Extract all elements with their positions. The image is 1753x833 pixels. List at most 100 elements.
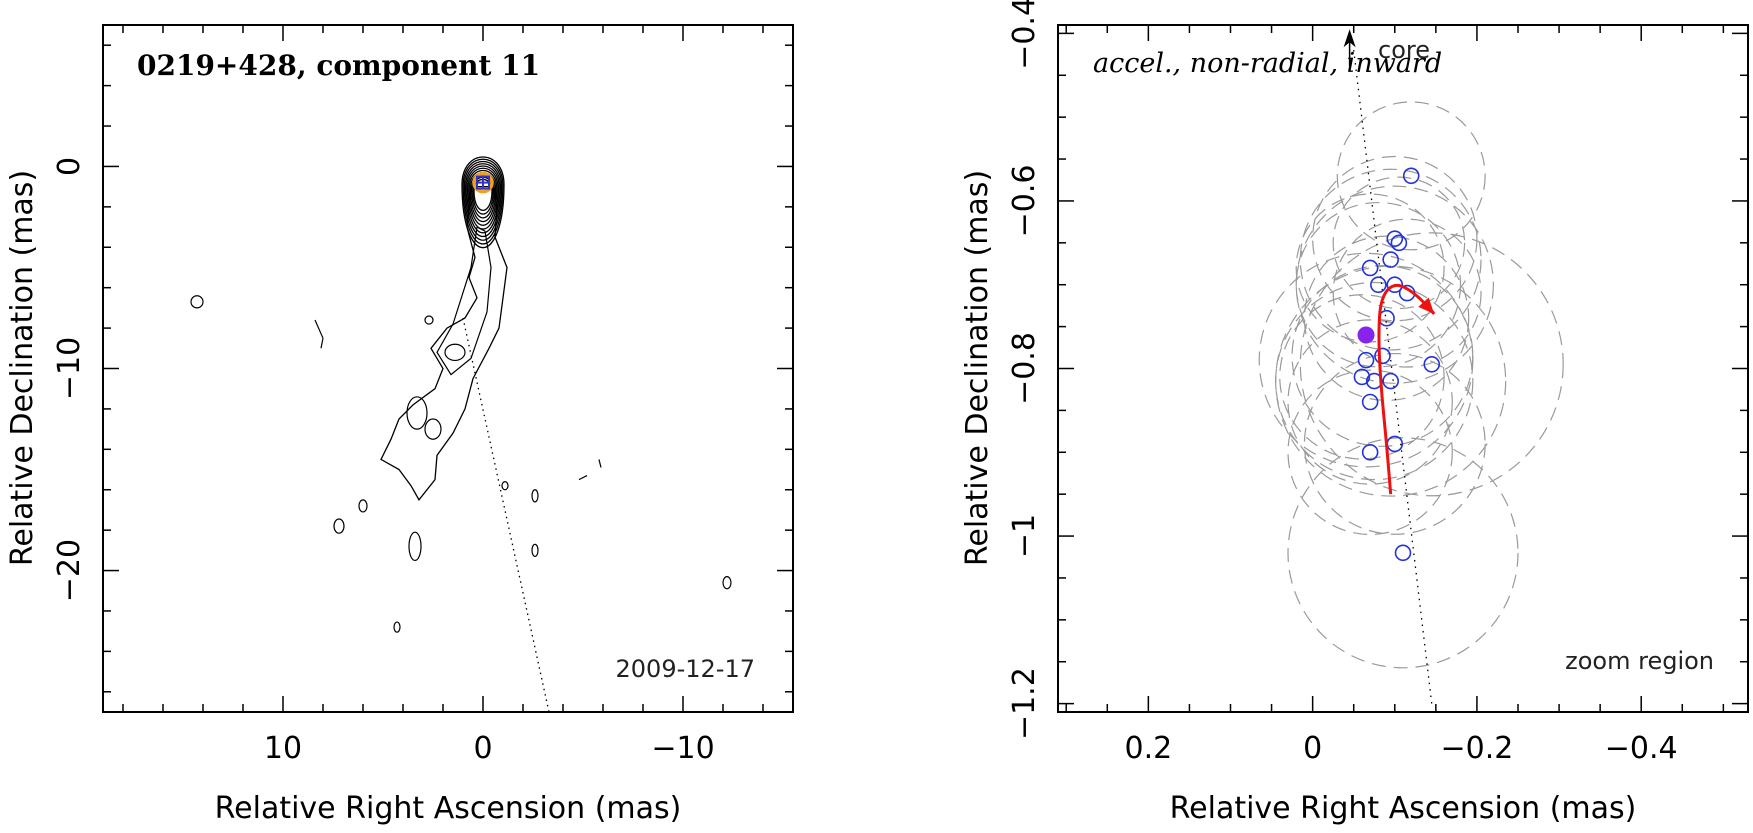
left-plot-frame bbox=[102, 24, 794, 713]
contour-island bbox=[190, 295, 204, 309]
error-circle bbox=[1287, 437, 1519, 669]
right-plot-title: accel., non-radial, inward bbox=[1093, 48, 1442, 79]
contour-island bbox=[408, 531, 422, 562]
error-circle bbox=[1295, 185, 1494, 384]
component-position-point bbox=[1390, 234, 1408, 252]
component-position-point bbox=[1361, 443, 1379, 461]
contour-arc bbox=[598, 459, 602, 468]
core-contour bbox=[462, 158, 504, 245]
contour-island bbox=[333, 518, 345, 534]
contour-island bbox=[406, 396, 428, 430]
y-tick-label: −0.6 bbox=[1007, 165, 1042, 238]
y-tick-label: −1 bbox=[1007, 514, 1042, 558]
right-y-axis-label: Relative Declination (mas) bbox=[960, 170, 995, 566]
core-contour bbox=[466, 165, 500, 234]
contour-arc bbox=[578, 475, 588, 481]
contour-map-panel: 10 0 −10 0 −10 −20 0219+428, component 11 200… bbox=[5, 24, 794, 826]
left-plot-title: 0219+428, component 11 bbox=[137, 49, 540, 82]
x-tick-label: 0.2 bbox=[1124, 731, 1172, 766]
x-tick-label: 0 bbox=[473, 731, 492, 766]
error-circle bbox=[1275, 265, 1507, 497]
error-circle bbox=[1303, 235, 1470, 401]
y-tick-label: −1.2 bbox=[1007, 667, 1042, 740]
right-x-axis-label: Relative Right Ascension (mas) bbox=[1170, 791, 1637, 826]
contour-island bbox=[531, 489, 539, 503]
right-plot-frame bbox=[1057, 24, 1749, 713]
jet-axis-line bbox=[462, 317, 550, 713]
fitted-track-line bbox=[1377, 283, 1436, 495]
contour-island bbox=[424, 418, 442, 440]
core-contour bbox=[473, 178, 493, 211]
component-position-point bbox=[1353, 368, 1371, 386]
error-circle bbox=[1275, 281, 1474, 481]
y-tick-label: −0.8 bbox=[1007, 332, 1042, 405]
error-circle bbox=[1336, 101, 1486, 251]
jet-axis-dotted bbox=[462, 317, 550, 713]
component-position-point bbox=[1361, 393, 1379, 411]
contour-island bbox=[501, 481, 509, 491]
y-tick-label: −10 bbox=[52, 337, 87, 400]
component-position-point bbox=[1382, 251, 1399, 268]
fitted-track bbox=[1377, 283, 1436, 495]
error-circle bbox=[1287, 369, 1453, 536]
component-position-point bbox=[1374, 347, 1391, 365]
epoch-date-label: 2009-12-17 bbox=[616, 655, 755, 683]
component-position-point bbox=[1423, 356, 1441, 373]
y-tick-label: −20 bbox=[52, 539, 87, 602]
component-position-point bbox=[1370, 276, 1387, 294]
jet-axis-line-zoom bbox=[1343, 29, 1433, 704]
x-tick-label: 0 bbox=[1303, 731, 1322, 766]
error-circle bbox=[1287, 319, 1453, 485]
x-tick-label: −10 bbox=[651, 731, 714, 766]
error-circle bbox=[1312, 155, 1478, 322]
core-label: core bbox=[1378, 36, 1430, 64]
x-tick-label: −0.2 bbox=[1440, 731, 1513, 766]
error-circle bbox=[1299, 232, 1564, 497]
contour-island bbox=[393, 621, 401, 633]
component-position-point bbox=[1361, 259, 1379, 277]
component-position-point bbox=[1357, 351, 1375, 369]
left-x-axis-label: Relative Right Ascension (mas) bbox=[215, 791, 682, 826]
error-circle bbox=[1279, 294, 1445, 460]
y-tick-label: 0 bbox=[52, 157, 87, 176]
contour-island bbox=[424, 315, 434, 325]
error-circle bbox=[1332, 176, 1466, 310]
core-direction-arrowhead bbox=[1343, 29, 1356, 48]
error-circles bbox=[1258, 101, 1564, 669]
error-circle bbox=[1299, 168, 1482, 351]
contour-island bbox=[444, 343, 466, 362]
contour-island bbox=[531, 543, 539, 558]
core-contour bbox=[468, 170, 498, 226]
core-contour bbox=[463, 161, 503, 241]
x-tick-label: −0.4 bbox=[1605, 731, 1678, 766]
component-position-point bbox=[1394, 544, 1412, 562]
x-tick-label: 10 bbox=[264, 731, 302, 766]
zoom-region-label: zoom region bbox=[1565, 647, 1714, 675]
contour-island bbox=[722, 576, 732, 590]
error-circle bbox=[1332, 218, 1482, 368]
component-position-point bbox=[1386, 276, 1404, 294]
jet-outer-contour bbox=[380, 185, 508, 501]
core-contour bbox=[467, 167, 499, 230]
core-contour bbox=[464, 163, 502, 237]
error-circle bbox=[1295, 201, 1462, 368]
radio-contours bbox=[190, 156, 732, 633]
fitted-track-arrowhead bbox=[1418, 297, 1435, 315]
left-axis-ticks: 10 0 −10 0 −10 −20 bbox=[52, 25, 793, 766]
component-position-point bbox=[1402, 167, 1420, 185]
contour-arc bbox=[320, 338, 324, 349]
jet-axis-dotted-zoom bbox=[1353, 50, 1433, 704]
error-circle bbox=[1303, 352, 1486, 535]
zoom-track-panel: 0.2 0 −0.2 −0.4 −0.4 −0.6 −0.8 −1 −1.2 accel., n… bbox=[960, 0, 1749, 826]
y-tick-label: −0.4 bbox=[1007, 0, 1042, 70]
contour-island bbox=[358, 499, 368, 513]
component-markers bbox=[472, 171, 494, 194]
left-y-axis-label: Relative Declination (mas) bbox=[5, 170, 40, 566]
contour-arc bbox=[314, 319, 324, 339]
component-position-markers bbox=[1353, 167, 1441, 562]
reference-epoch-point bbox=[1357, 326, 1375, 344]
error-circle bbox=[1258, 252, 1474, 468]
component-position-point bbox=[1386, 230, 1404, 247]
component-position-point bbox=[1382, 372, 1399, 390]
